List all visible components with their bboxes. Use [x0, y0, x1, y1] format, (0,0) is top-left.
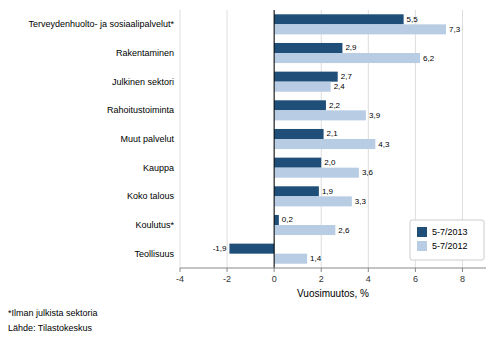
data-label: 2,2: [329, 101, 341, 110]
bar: [274, 196, 352, 206]
data-label: 3,9: [369, 111, 381, 120]
data-label: 2,7: [341, 72, 353, 81]
bar: [274, 158, 321, 168]
bar: [274, 129, 323, 139]
data-label: 5,5: [407, 15, 419, 24]
x-axis-label: Vuosimuutos, %: [297, 288, 369, 299]
tick-label: 4: [366, 274, 371, 284]
data-label: 3,6: [362, 168, 374, 177]
tick-label: -4: [176, 274, 184, 284]
data-label: 1,4: [310, 254, 322, 263]
category-label: Rahoitustoiminta: [107, 105, 174, 115]
bar: [274, 215, 279, 225]
zero-line: [274, 10, 275, 268]
data-label: -1,9: [213, 244, 227, 253]
data-label: 2,0: [324, 158, 336, 167]
tick-label: 0: [272, 274, 277, 284]
legend: 5-7/2013 5-7/2012: [410, 220, 484, 260]
legend-label: 5-7/2013: [432, 227, 468, 237]
category-label: Kauppa: [143, 163, 174, 173]
footnote: *Ilman julkista sektoria: [8, 308, 98, 318]
legend-swatch: [417, 241, 427, 251]
legend-box: [410, 220, 484, 260]
data-label: 6,2: [423, 54, 435, 63]
tick: [462, 268, 463, 272]
data-label: 1,9: [322, 187, 334, 196]
y-axis: Terveydenhuolto- ja sosiaalipalvelut* Rak…: [28, 19, 174, 258]
legend-swatch: [417, 227, 427, 237]
category-label: Rakentaminen: [116, 48, 174, 58]
bar: [274, 168, 359, 178]
footnote: Lähde: Tilastokeskus: [8, 323, 93, 333]
data-label: 2,6: [338, 226, 350, 235]
bar: [274, 14, 403, 24]
category-label: Julkinen sektori: [112, 77, 174, 87]
data-label: 7,3: [449, 25, 461, 34]
tick: [227, 268, 228, 272]
footnotes: *Ilman julkista sektoria Lähde: Tilastoke…: [8, 308, 98, 333]
chart: 5,5 2,9 2,7 2,2 2,1 2,0 1,9 0,2 -1,9 7,3 6,2 2,4 3,9…: [0, 0, 496, 341]
data-label: 2,1: [327, 129, 339, 138]
axis-line: [180, 268, 486, 269]
tick-label: 2: [319, 274, 324, 284]
bar: [274, 82, 330, 92]
grid-line: [180, 10, 181, 268]
grid-line: [274, 10, 275, 268]
tick: [274, 268, 275, 272]
grid-line: [227, 10, 228, 268]
tick: [180, 268, 181, 272]
tick-label: 6: [413, 274, 418, 284]
legend-label: 5-7/2012: [432, 241, 468, 251]
data-label: 4,3: [378, 140, 390, 149]
bar: [274, 72, 338, 82]
data-label: 0,2: [282, 215, 294, 224]
tick: [368, 268, 369, 272]
bar: [274, 186, 319, 196]
category-label: Terveydenhuolto- ja sosiaalipalvelut*: [28, 19, 174, 29]
bar: [229, 244, 274, 254]
category-label: Koulutus*: [135, 220, 174, 230]
bar: [274, 100, 326, 110]
bar: [274, 53, 420, 63]
tick: [415, 268, 416, 272]
data-label: 2,4: [334, 82, 346, 91]
bar: [274, 139, 375, 149]
bar: [274, 110, 366, 120]
tick: [321, 268, 322, 272]
bar: [274, 24, 446, 34]
tick-label: -2: [223, 274, 231, 284]
tick-label: 8: [460, 274, 465, 284]
data-label: 2,9: [345, 43, 357, 52]
data-label: 3,3: [355, 197, 367, 206]
category-label: Teollisuus: [134, 249, 174, 259]
category-label: Muut palvelut: [120, 134, 174, 144]
chart-container: 5,5 2,9 2,7 2,2 2,1 2,0 1,9 0,2 -1,9 7,3 6,2 2,4 3,9…: [0, 0, 496, 341]
category-label: Koko talous: [127, 191, 175, 201]
bar: [274, 225, 335, 235]
grid: [180, 10, 462, 268]
bar: [274, 254, 307, 264]
x-axis: -4 -2 0 2 4 6 8 Vuosimuutos, %: [176, 268, 486, 299]
bar: [274, 43, 342, 53]
